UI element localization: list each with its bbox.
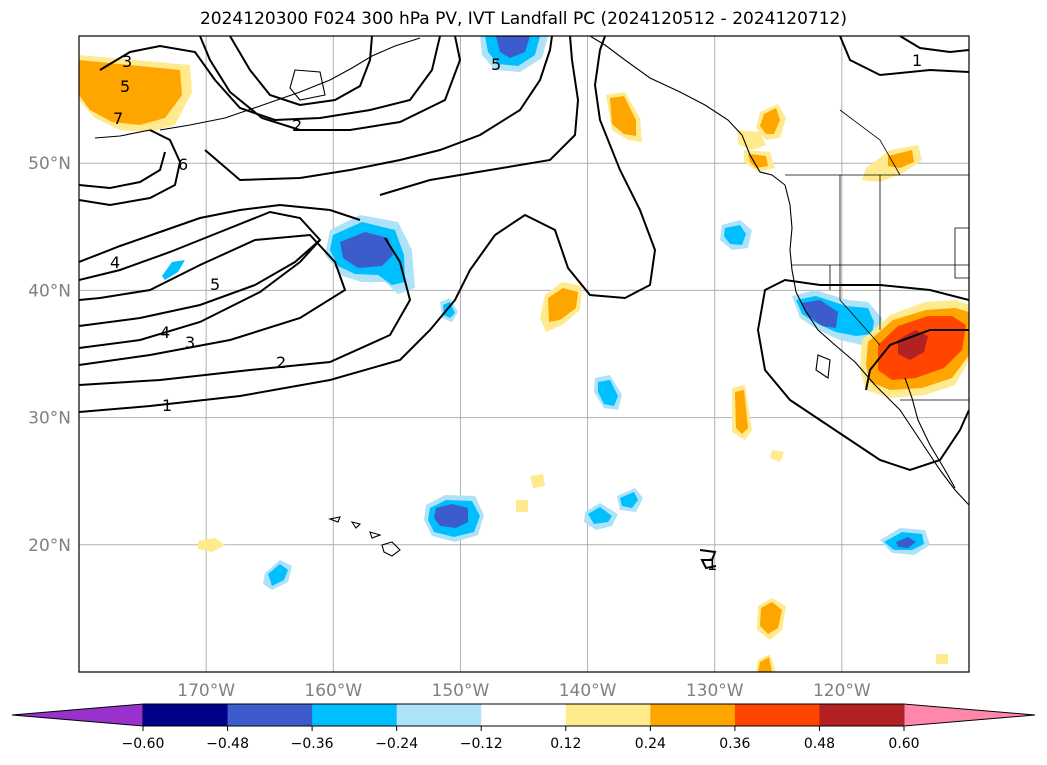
- gridlines: [79, 36, 969, 672]
- shade-positive: [198, 538, 225, 552]
- colorbar-tick-label: −0.36: [291, 736, 334, 752]
- contour-label: 7: [113, 109, 123, 128]
- colorbar-tick-label: −0.60: [122, 736, 165, 752]
- shade-negative: [802, 300, 838, 328]
- colorbar-tick-label: −0.48: [206, 736, 249, 752]
- map-title: 2024120300 F024 300 hPa PV, IVT Landfall…: [199, 9, 847, 29]
- colorbar-segment: [565, 704, 651, 726]
- colorbar-tick-label: 0.12: [550, 736, 581, 752]
- shade-negative: [724, 225, 746, 245]
- colorbar-tick-label: 0.24: [635, 736, 666, 752]
- shade-negative: [620, 492, 638, 508]
- contour-label: 5: [210, 275, 220, 294]
- contour-label: 1: [912, 51, 922, 70]
- contour-label: 4: [160, 323, 170, 342]
- shade-positive: [79, 60, 182, 125]
- contour-label: 3: [185, 333, 195, 352]
- ivt-shading: [79, 36, 969, 672]
- colorbar-over-arrow: [903, 703, 1036, 727]
- shade-positive: [748, 154, 768, 168]
- shade-positive: [936, 654, 948, 664]
- shade-positive: [735, 390, 748, 434]
- shade-negative: [434, 504, 468, 528]
- colorbar-tick-label: −0.24: [375, 736, 418, 752]
- shade-negative: [268, 564, 288, 586]
- shade-negative: [598, 380, 618, 406]
- colorbar-tick-label: 0.60: [888, 736, 919, 752]
- colorbar-segment: [650, 704, 736, 726]
- shade-positive: [738, 130, 766, 150]
- colorbar: [11, 703, 1036, 731]
- colorbar-tick-label: 0.48: [804, 736, 835, 752]
- lon-tick-label: 160°W: [304, 681, 362, 701]
- shade-positive: [516, 500, 528, 512]
- contour-label: 2: [276, 353, 286, 372]
- lon-tick-label: 130°W: [686, 681, 744, 701]
- contour-label: 3: [122, 52, 132, 71]
- colorbar-tick-labels: −0.60 −0.48 −0.36 −0.24 −0.12 0.12 0.24 0.36 0.4…: [122, 736, 920, 752]
- colorbar-tick-label: 0.36: [719, 736, 750, 752]
- colorbar-segment: [396, 704, 482, 726]
- shade-negative: [896, 537, 916, 548]
- contour-label: 5: [491, 55, 501, 74]
- lon-tick-label: 150°W: [432, 681, 490, 701]
- contour-label: 4: [110, 253, 120, 272]
- coastlines: [94, 36, 969, 557]
- contour-labels: 1 2 3 4 5 6 7 2 3 5 4 1 1 5: [110, 51, 922, 574]
- latitude-labels: 20°N 30°N 40°N 50°N: [28, 154, 71, 556]
- pv-contours: [79, 36, 969, 570]
- contour-label: 6: [178, 155, 188, 174]
- contour-label: 1: [707, 555, 717, 574]
- lat-tick-label: 30°N: [28, 409, 71, 429]
- lon-tick-label: 120°W: [813, 681, 871, 701]
- shade-positive: [770, 450, 784, 462]
- shade-positive: [758, 657, 772, 672]
- colorbar-segment: [227, 704, 313, 726]
- lon-tick-label: 140°W: [559, 681, 617, 701]
- contour-label: 1: [162, 396, 172, 415]
- colorbar-segment: [734, 704, 820, 726]
- lat-tick-label: 20°N: [28, 536, 71, 556]
- lat-tick-label: 50°N: [28, 154, 71, 174]
- lon-tick-label: 170°W: [177, 681, 235, 701]
- shade-negative: [588, 507, 612, 524]
- colorbar-segment: [312, 704, 398, 726]
- shade-negative: [496, 36, 530, 58]
- shade-negative: [162, 260, 185, 280]
- shade-positive: [530, 474, 545, 488]
- colorbar-segment: [143, 704, 229, 726]
- shade-positive: [760, 108, 780, 134]
- shade-positive: [888, 150, 914, 168]
- contour-label: 5: [120, 77, 130, 96]
- colorbar-tick-label: −0.12: [460, 736, 503, 752]
- shade-negative: [443, 302, 455, 318]
- colorbar-under-arrow: [11, 703, 144, 727]
- shade-negative: [340, 232, 393, 268]
- shade-positive: [548, 288, 578, 322]
- colorbar-segment: [819, 704, 905, 726]
- longitude-labels: 170°W 160°W 150°W 140°W 130°W 120°W: [177, 681, 871, 701]
- map-area: [79, 36, 969, 672]
- colorbar-segment: [481, 704, 567, 726]
- lat-tick-label: 40°N: [28, 281, 71, 301]
- shade-positive: [898, 330, 928, 360]
- shade-positive: [760, 602, 782, 634]
- map-frame: [78, 35, 970, 673]
- shade-positive: [610, 96, 636, 136]
- contour-label: 2: [292, 116, 302, 135]
